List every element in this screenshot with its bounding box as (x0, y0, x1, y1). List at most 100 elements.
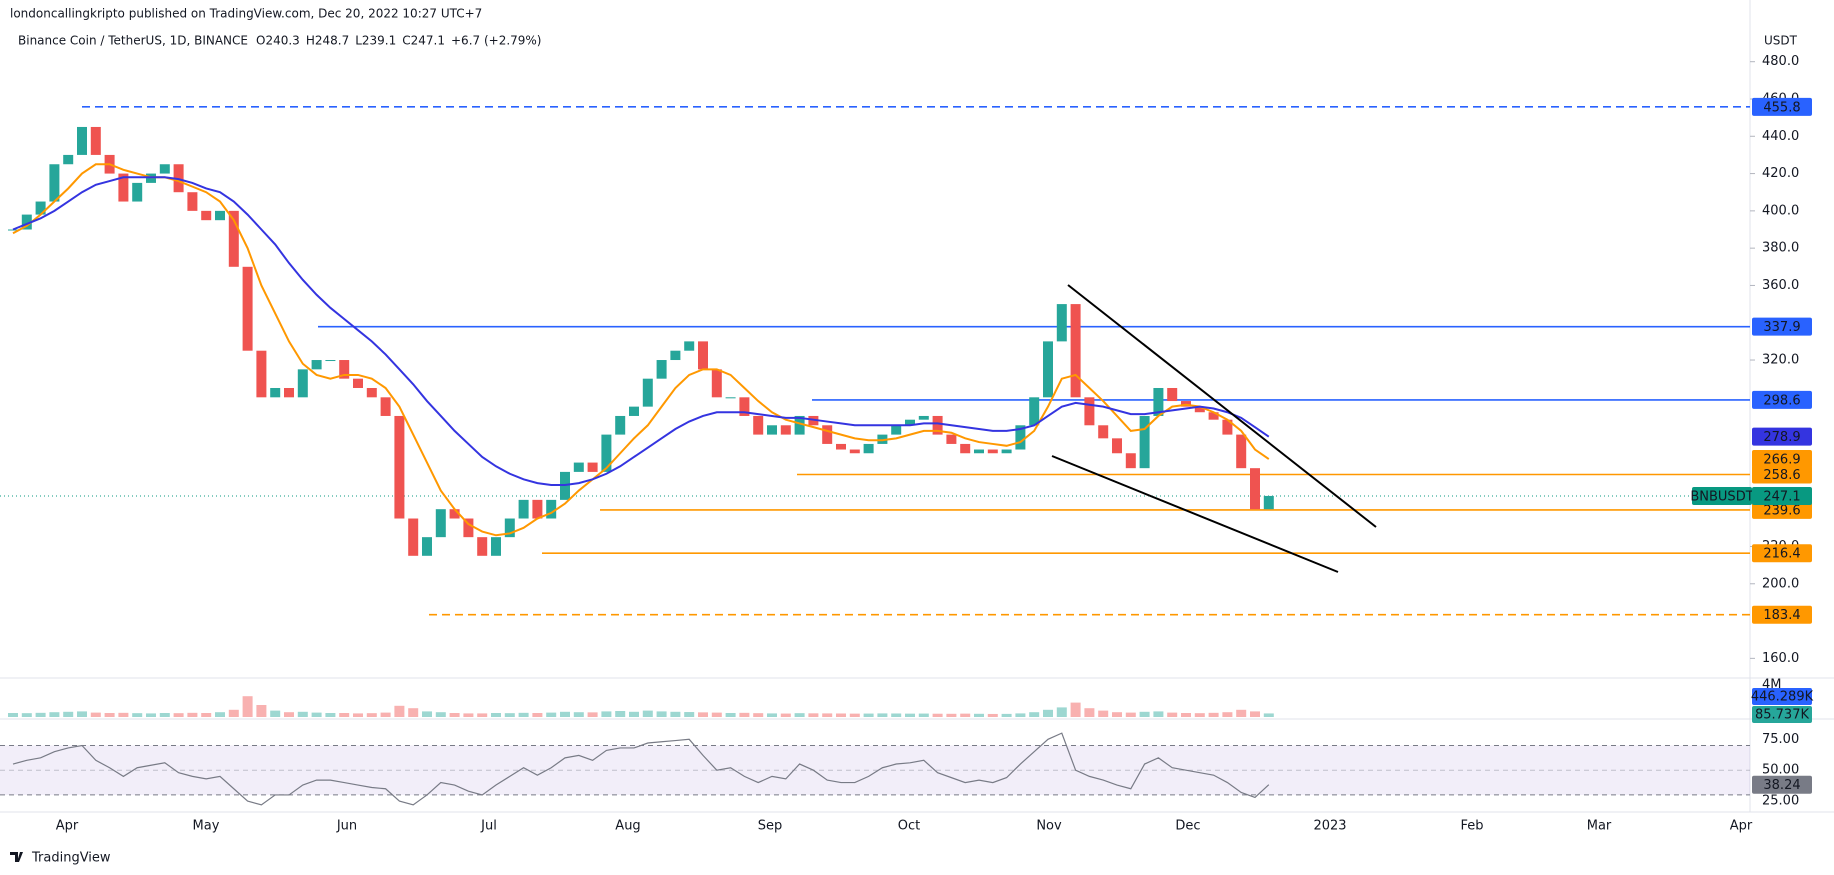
candle-body (1043, 341, 1053, 398)
candle-body (77, 126, 87, 155)
candle-body (767, 425, 777, 435)
volume-bar (242, 696, 253, 717)
x-tick-label: Feb (1460, 819, 1483, 834)
volume-bar (629, 711, 639, 717)
ma-last-value-bg (1752, 450, 1812, 469)
volume-badge: 85.737K (1755, 708, 1809, 723)
candle-body (1070, 304, 1081, 398)
last-price-bg (1752, 486, 1812, 505)
volume-bar (256, 705, 267, 717)
candle-body (753, 415, 764, 435)
volume-bar (173, 713, 184, 717)
candle-body (863, 443, 874, 454)
candle-body (1208, 412, 1219, 420)
volume-bar (132, 713, 143, 717)
volume-bar (711, 712, 722, 717)
candle-body (615, 415, 626, 435)
candle-body (132, 182, 143, 202)
candle-body (532, 499, 543, 519)
ohlc-label: C (402, 34, 410, 48)
rsi-last-value-bg (1752, 775, 1812, 794)
candle-body (587, 462, 598, 472)
volume-bar (794, 713, 805, 717)
volume-bar (146, 713, 156, 717)
volume-bar (201, 713, 212, 717)
candle-body (546, 499, 557, 519)
level-label: 258.6 (1763, 468, 1800, 483)
publisher-line: londoncallingkripto published on Trading… (10, 7, 482, 21)
ohlc-label: L (355, 34, 362, 48)
volume-bar (187, 712, 198, 717)
ohlc-legend: O 240.3 H 248.7 L 239.1 C 247.1 +6.7 (+2.79%) (256, 34, 542, 48)
volume-bar (1098, 710, 1109, 717)
candle-body (325, 360, 336, 362)
x-tick-label: Sep (758, 819, 783, 834)
volume-bar (1181, 713, 1191, 717)
volume-bar (891, 713, 902, 717)
candle-body (1167, 387, 1178, 402)
volume-bar (1153, 711, 1164, 717)
candle-body (932, 415, 943, 435)
volume-bar (615, 711, 626, 717)
volume-bar (1167, 712, 1178, 717)
ohlc-value: 247.1 (411, 34, 445, 48)
volume-bar (946, 713, 957, 717)
candle-body (187, 192, 198, 211)
candle-body (353, 378, 363, 388)
candle-body (463, 518, 474, 538)
volume-bar (1084, 708, 1095, 717)
volume-badge-bg (1752, 688, 1812, 705)
candle-body (518, 499, 529, 519)
x-tick-label: Nov (1036, 819, 1062, 834)
candle-body (159, 164, 170, 174)
plot (0, 106, 1750, 806)
volume-bar (905, 713, 915, 717)
ohlc-label: H (306, 34, 315, 48)
ma-last-value-bg (1752, 427, 1812, 446)
candle-body (21, 214, 32, 230)
volume-bar (1001, 713, 1012, 717)
candle-body (642, 378, 653, 407)
candle-body (960, 443, 971, 454)
volume-bar (228, 709, 239, 717)
candle-body (1194, 406, 1205, 413)
symbol-badge: BNBUSDT (1690, 489, 1753, 504)
brand-name: TradingView (31, 851, 111, 866)
volume-bar (1043, 709, 1053, 717)
candle-body (1056, 304, 1067, 342)
volume-bar (270, 710, 281, 717)
volume-bar (918, 713, 929, 717)
candle-body (656, 360, 667, 379)
level-label-bg (1752, 500, 1812, 519)
candle-body (946, 434, 957, 444)
trend-line (1067, 284, 1377, 528)
volume-bar (449, 713, 460, 717)
volume-bar (546, 712, 557, 717)
candle-body (380, 397, 391, 416)
x-tick-label: Aug (615, 819, 640, 834)
axis: 480.0460.0440.0420.0400.0380.0360.0320.0… (56, 54, 1814, 833)
candle-body (1139, 415, 1150, 469)
candle-body (684, 341, 695, 351)
candle-body (1001, 449, 1012, 454)
level-label-bg (1752, 97, 1812, 116)
candle-body (270, 387, 281, 398)
candle-body (311, 360, 322, 370)
candle-body (891, 425, 902, 435)
volume-bar (1194, 713, 1205, 717)
volume-bar (656, 711, 667, 717)
volume-bar (35, 712, 46, 717)
candle-body (1153, 387, 1164, 416)
volume-bar (118, 712, 129, 717)
level-label: 337.9 (1763, 320, 1800, 335)
volume-bar (311, 712, 322, 717)
candle-body (394, 415, 405, 519)
volume-bar (380, 712, 391, 717)
candle-body (49, 164, 60, 202)
y-tick-label: 320.0 (1762, 353, 1799, 368)
rsi-line (12, 732, 1270, 806)
level-label: 216.4 (1763, 547, 1800, 562)
level-label-bg (1752, 465, 1812, 484)
candle-body (974, 449, 984, 454)
